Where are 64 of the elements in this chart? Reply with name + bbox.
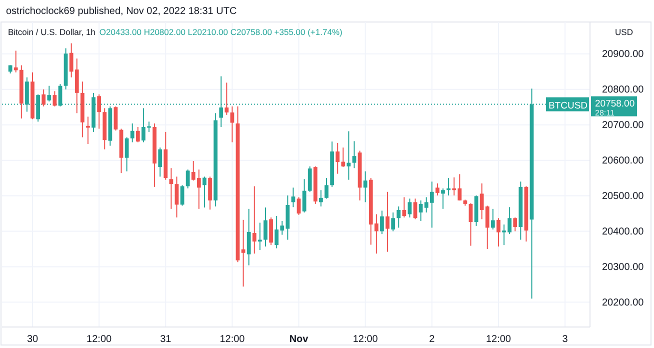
y-tick-label: 20600.00 (602, 156, 644, 167)
annotation: O20433.00 H20802.00 L20210.00 C20758.00 +355.00 (+1.74%) (99, 27, 342, 37)
candlestick (296, 196, 301, 216)
text: 28:11 (595, 108, 615, 118)
candlestick (386, 191, 390, 252)
candlestick (114, 106, 118, 132)
candlestick (308, 166, 312, 192)
candlestick (208, 176, 212, 210)
x-tick-label: Nov (289, 334, 309, 346)
ref-line-label: 20758.00 (595, 98, 635, 110)
candlestick (246, 208, 251, 266)
candlestick (490, 208, 495, 230)
y-tick-label: 20700.00 (602, 120, 644, 132)
candlestick (402, 196, 406, 218)
y-axis-title: USD (615, 27, 633, 37)
x-tick-label: 12:00 (486, 334, 512, 346)
x-tick-label: 12:00 (220, 334, 246, 346)
x-tick-label: 12:00 (86, 334, 112, 346)
candlestick (130, 122, 134, 143)
annotation: BTCUSD (548, 100, 588, 112)
candlestick (496, 218, 500, 247)
candlestick (380, 210, 384, 235)
candlestick (264, 206, 268, 247)
candlestick (319, 190, 323, 207)
x-tick-label: 31 (160, 334, 172, 346)
text: ostrichoclock69 published, Nov 02, 2022 18:31 UTC (6, 6, 237, 17)
y-tick-label: 20200.00 (602, 297, 644, 308)
candlestick (352, 140, 356, 169)
candlestick (302, 178, 306, 213)
candlestick (14, 50, 18, 73)
candlestick (186, 169, 190, 189)
candlestick (324, 178, 328, 200)
candlestick (513, 216, 518, 232)
x-tick-label: 30 (26, 334, 39, 346)
candlestick (436, 182, 440, 196)
candlestick (468, 202, 473, 246)
candlestick (169, 168, 174, 210)
y-tick-label: 20400.00 (602, 226, 644, 238)
x-tick-label: 2 (429, 334, 436, 346)
x-tick-label: 3 (562, 334, 568, 346)
candlestick (136, 126, 140, 143)
candlestick (180, 184, 184, 206)
candlestick (396, 206, 401, 228)
candlestick (124, 136, 129, 172)
y-tick-label: 20500.00 (602, 190, 644, 202)
candlestick (408, 198, 412, 218)
y-tick-label: 20900.00 (602, 49, 644, 60)
candlestick (252, 186, 256, 254)
y-tick-label: 20300.00 (602, 262, 644, 273)
candlestick (174, 176, 179, 218)
candlestick (441, 188, 445, 210)
x-tick-label: 12:00 (352, 334, 378, 346)
candlestick (202, 176, 206, 208)
candlestick (158, 147, 162, 178)
candlestick (269, 216, 273, 246)
candlestick (97, 94, 102, 130)
y-tick-label: 20800.00 (602, 84, 644, 96)
text: Bitcoin / U.S. Dollar, 1h (8, 27, 96, 37)
candlestick (47, 85, 52, 102)
candlestick (224, 82, 229, 116)
candlestick (363, 170, 368, 203)
candlestick (42, 88, 46, 107)
candlestick (413, 198, 418, 220)
candlestick (391, 212, 396, 232)
